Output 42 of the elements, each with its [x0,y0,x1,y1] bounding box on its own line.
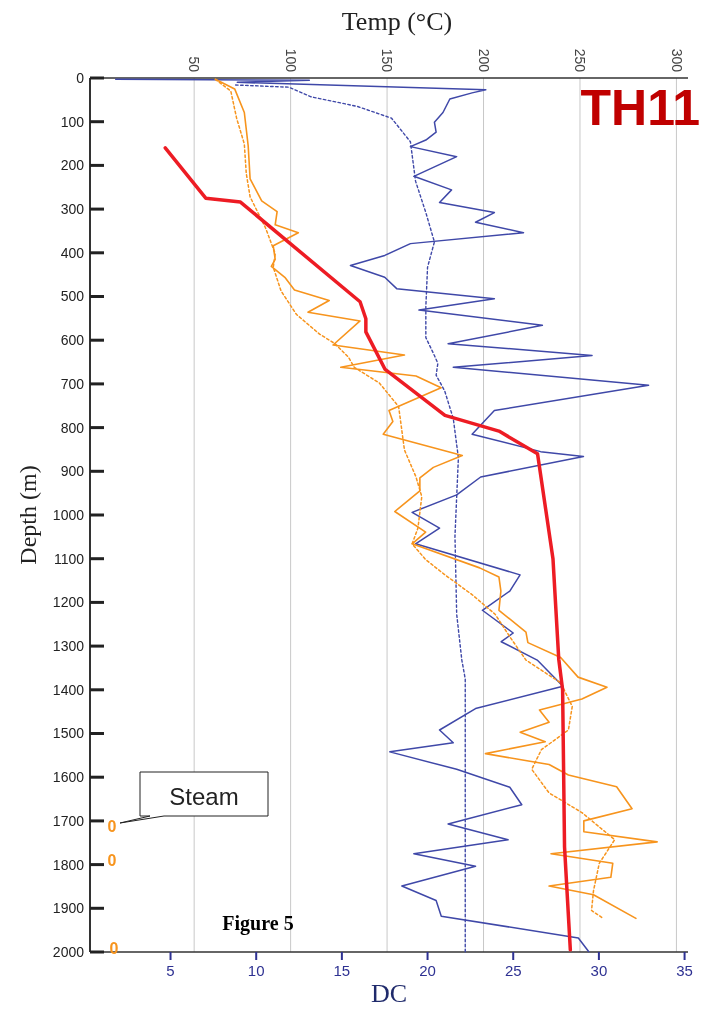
y-tick-label: 300 [60,201,85,217]
y-tick-label: 600 [60,332,85,349]
annotation: Steam [169,783,239,810]
y-tick-label: 1000 [52,506,85,523]
y-tick-label: 1500 [52,725,85,742]
x-tick-label: 25 [504,962,522,979]
x-tick-label: 35 [676,962,693,979]
y-tick-label: 700 [60,375,85,392]
y-tick-label: 2000 [52,943,85,960]
x-tick-label: 30 [590,962,608,979]
x2-tick-label: 50 [186,56,203,73]
x2-tick-label: 200 [475,48,492,73]
y-tick-label: 1700 [52,812,85,829]
annotation: 0 [107,818,117,835]
y-tick-label: 1300 [52,638,85,654]
annotation: Figure 5 [222,912,294,935]
x2-tick-label: 250 [572,48,589,73]
x-tick-label: 20 [419,962,436,979]
y-tick-label: 0 [76,69,85,86]
x2-axis-title: Temp (°C) [341,7,453,36]
y-tick-label: 800 [60,419,85,436]
y-tick-label: 1400 [52,681,85,698]
x2-tick-label: 300 [668,48,685,73]
x-tick-label: 15 [333,962,351,979]
y-tick-label: 1800 [52,856,85,873]
y-tick-label: 900 [60,463,85,480]
y-tick-label: 1200 [52,594,85,611]
y-tick-label: 100 [60,113,85,130]
y-tick-label: 400 [60,244,85,261]
y-tick-label: 1600 [52,769,85,786]
x-axis-title: DC [370,979,408,1008]
annotation: 0 [107,852,117,869]
y-tick-label: 1900 [52,900,85,917]
y-tick-label: 200 [60,157,85,174]
y-tick-label: 500 [60,288,85,305]
x-tick-label: 10 [247,962,265,979]
x-tick-label: 5 [166,962,175,979]
x2-tick-label: 100 [282,48,299,73]
annotation: TH11 [580,80,700,136]
y-axis-title: Depth (m) [15,465,41,565]
y-tick-label: 1100 [53,550,85,567]
x2-tick-label: 150 [379,48,396,73]
